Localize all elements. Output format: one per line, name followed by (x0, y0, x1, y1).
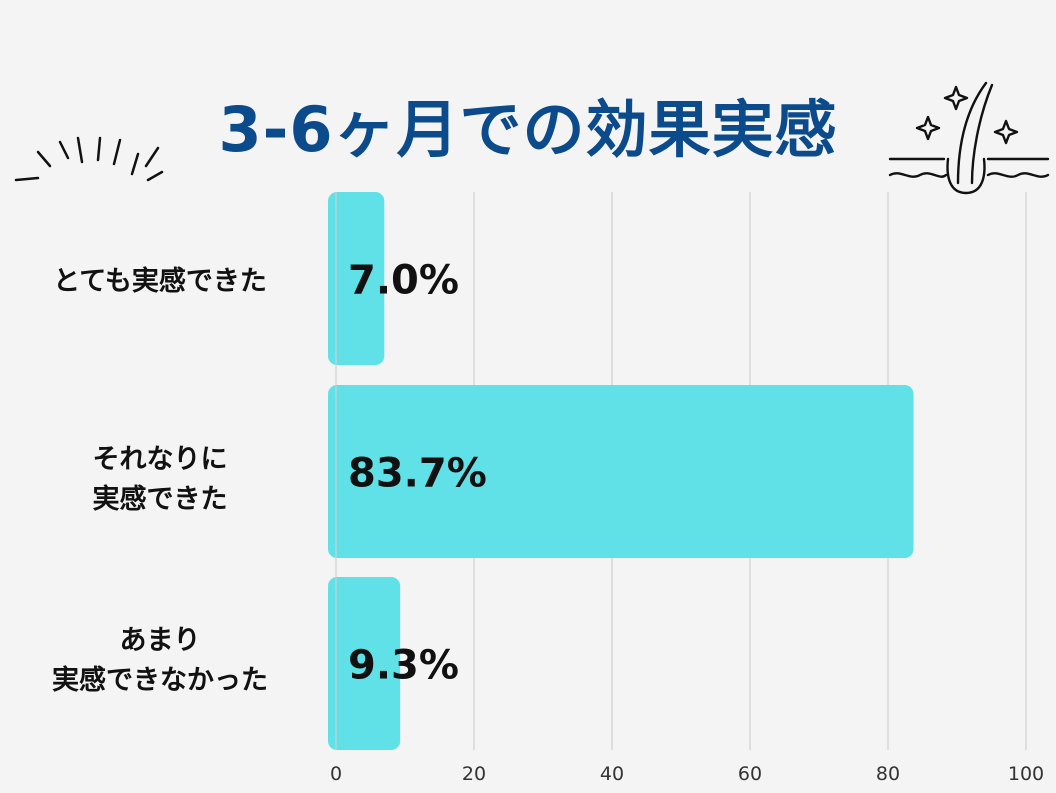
bar-3 (328, 577, 401, 750)
category-label-1: とても実感できた (0, 262, 320, 302)
x-tick-label-60: 60 (738, 763, 762, 785)
category-label-3-line-1: あまり (119, 625, 201, 656)
x-tick-label-100: 100 (1008, 763, 1044, 785)
chart-title: 3-6ヶ月での効果実感 (218, 93, 838, 166)
bar-2 (328, 385, 914, 558)
category-label-2-line-2: 実感できた (92, 484, 228, 515)
bar-1 (328, 192, 385, 365)
burst-lines-icon (14, 136, 164, 182)
x-tick-label-40: 40 (600, 763, 624, 785)
x-tick-label-20: 20 (462, 763, 486, 785)
category-label-1-line-1: とても実感できた (53, 266, 267, 297)
hair-follicle-sparkle-icon (888, 81, 1050, 195)
category-label-2-line-1: それなりに (92, 444, 228, 475)
bar-value-label-2: 83.7% (348, 451, 487, 497)
category-label-3: あまり 実感できなかった (0, 621, 320, 701)
x-tick-label-0: 0 (330, 763, 342, 785)
bar-value-label-1: 7.0% (348, 258, 459, 304)
bar-value-label-3: 9.3% (348, 643, 459, 689)
category-label-2: それなりに 実感できた (0, 440, 320, 520)
category-label-3-line-2: 実感できなかった (52, 665, 268, 696)
x-tick-label-80: 80 (876, 763, 900, 785)
